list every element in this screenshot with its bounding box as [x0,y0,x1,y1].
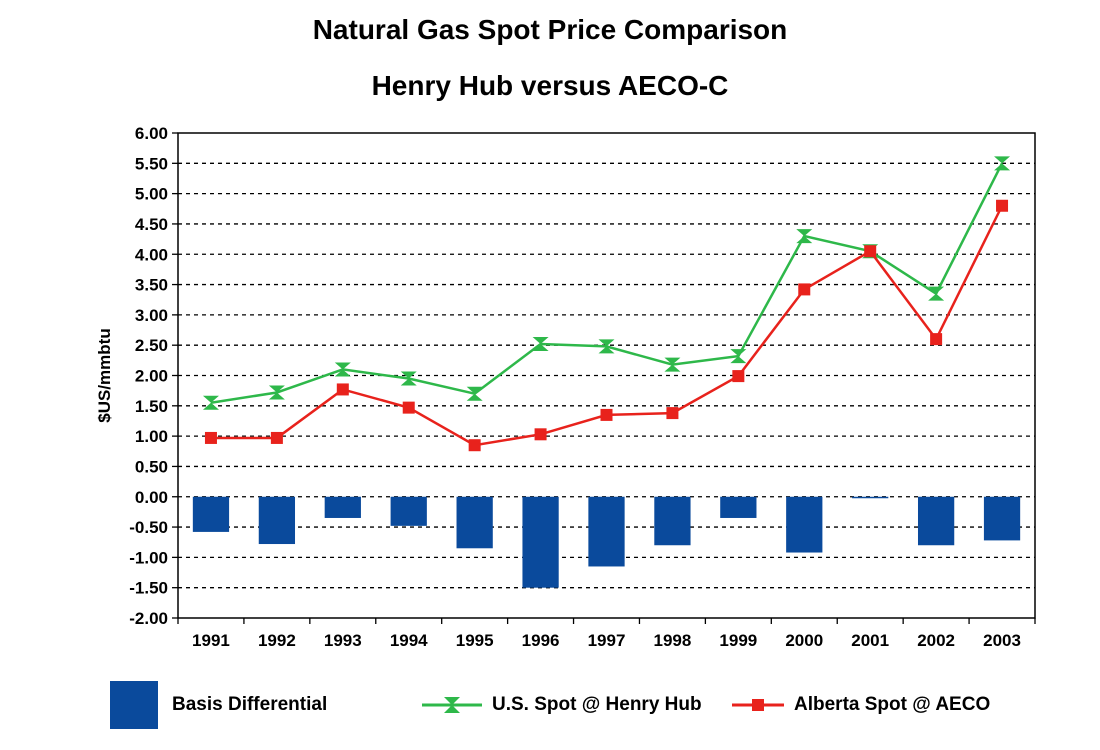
point-henry-hub-1999 [730,349,747,364]
bar-basis-2001 [852,496,889,499]
point-aeco-1994 [402,401,415,414]
x-tick-label: 1995 [456,631,494,650]
x-tick-label: 1996 [522,631,560,650]
point-aeco-1996 [534,428,547,441]
y-tick-label: 5.50 [135,154,168,173]
legend-item-henry-hub: U.S. Spot @ Henry Hub [420,680,702,730]
bar-basis-1996 [522,496,559,588]
y-tick-label: 1.50 [135,397,168,416]
point-henry-hub-1991 [202,395,219,410]
x-tick-label: 2000 [785,631,823,650]
point-henry-hub-1992 [268,385,285,400]
point-aeco-1993 [336,383,349,396]
x-tick-label: 1991 [192,631,230,650]
x-tick-label: 1993 [324,631,362,650]
bar-basis-2003 [983,496,1021,541]
y-tick-label: -0.50 [129,518,168,537]
bar-basis-1997 [588,496,625,567]
point-henry-hub-1996 [532,336,549,351]
x-tick-label: 1992 [258,631,296,650]
point-aeco-1997 [600,408,613,421]
x-tick-label: 1999 [719,631,757,650]
x-tick-label: 2003 [983,631,1021,650]
legend-item-aeco: Alberta Spot @ AECO [730,680,990,730]
y-tick-label: -2.00 [129,609,168,628]
x-tick-label: 2002 [917,631,955,650]
y-tick-label: 3.00 [135,306,168,325]
y-tick-label: 4.00 [135,245,168,264]
legend-label-henry-hub: U.S. Spot @ Henry Hub [492,694,702,715]
y-tick-label: 2.00 [135,367,168,386]
chart-plot: 6.00 5.50 5.00 4.50 4.00 3.50 3.00 2.50 2.00 1.50… [95,124,1036,650]
point-aeco-1999 [732,370,745,383]
point-henry-hub-2000 [796,229,813,244]
legend-swatch-basis [110,681,158,729]
y-tick-label: -1.00 [129,548,168,567]
point-aeco-1998 [666,407,679,420]
x-tick-label: 1998 [654,631,692,650]
y-tick-label: 6.00 [135,124,168,143]
point-henry-hub-1994 [400,371,417,386]
point-aeco-1991 [204,431,217,444]
y-tick-label: 1.00 [135,427,168,446]
legend-marker-henry-hub [422,697,482,713]
y-tick-label: 0.00 [135,488,168,507]
legend-item-basis-differential: Basis Differential [110,680,327,730]
bar-basis-1994 [390,496,427,526]
point-aeco-1995 [468,439,481,452]
chart-title: Natural Gas Spot Price Comparison [312,14,788,45]
point-aeco-2001 [864,245,877,258]
x-tick-label: 1994 [390,631,428,650]
y-axis-title: $US/mmbtu [95,328,114,422]
bar-basis-1993 [324,496,361,518]
bar-basis-1998 [654,496,691,546]
x-tick-label: 1997 [588,631,626,650]
chart-subtitle: Henry Hub versus AECO-C [371,70,729,101]
y-tick-label: 5.00 [135,185,168,204]
point-henry-hub-1997 [598,339,615,354]
line-henry-hub [210,162,1004,405]
y-tick-label: -1.50 [129,579,168,598]
bar-basis-1999 [720,496,757,518]
bar-basis-2002 [917,496,955,546]
legend-marker-aeco [732,699,784,711]
point-aeco-2003 [996,199,1009,212]
point-henry-hub-1993 [334,362,351,377]
bar-basis-1995 [456,496,493,549]
y-tick-label: 4.50 [135,215,168,234]
point-henry-hub-1998 [664,357,681,372]
bar-basis-1991 [192,496,230,532]
point-henry-hub-2002 [928,286,945,301]
x-tick-label: 2001 [851,631,889,650]
legend-label-aeco: Alberta Spot @ AECO [794,694,991,715]
point-henry-hub-2003 [994,156,1011,171]
legend-label-basis: Basis Differential [172,694,328,715]
y-tick-label: 3.50 [135,276,168,295]
bar-basis-2000 [786,496,823,553]
point-aeco-2000 [798,283,811,296]
point-henry-hub-1995 [466,386,483,401]
point-aeco-2002 [930,333,943,346]
bar-basis-1992 [258,496,296,545]
y-tick-label: 2.50 [135,336,168,355]
y-tick-label: 0.50 [135,457,168,476]
point-aeco-1992 [270,431,283,444]
